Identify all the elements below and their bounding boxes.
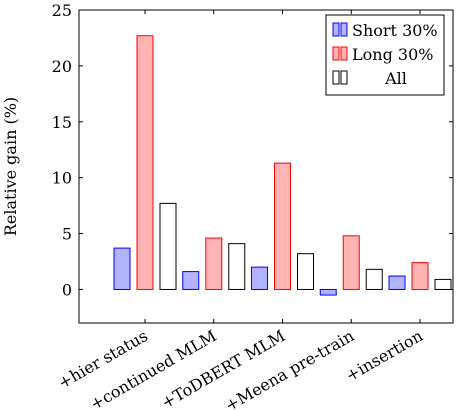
legend-swatch xyxy=(332,22,340,37)
bar xyxy=(205,237,223,290)
legend-label: Long 30% xyxy=(352,45,433,64)
legend-swatch xyxy=(340,46,348,61)
legend: Short 30% Long 30% All xyxy=(325,14,445,96)
y-axis-label: Relative gain (%) xyxy=(1,97,20,236)
bar xyxy=(136,35,154,290)
bar xyxy=(411,262,429,290)
bar xyxy=(182,271,200,290)
legend-swatch xyxy=(340,22,348,37)
y-tick-labels: 0 5 10 15 20 25 xyxy=(52,1,72,299)
legend-swatch xyxy=(332,46,340,61)
x-tick-labels: +hier status+continued MLM+ToDBERT MLM+M… xyxy=(55,326,426,410)
bar xyxy=(365,268,383,290)
legend-label: All xyxy=(384,69,407,88)
x-tick-label: +insertion xyxy=(342,326,426,385)
bar xyxy=(388,275,406,290)
bar xyxy=(251,266,268,290)
legend-swatch xyxy=(340,70,348,85)
bar xyxy=(159,202,177,290)
y-tick-label: 25 xyxy=(52,1,72,20)
bar xyxy=(434,278,452,290)
bar xyxy=(274,162,291,290)
bar xyxy=(297,253,314,290)
bar xyxy=(228,243,246,290)
plot-frame xyxy=(78,9,454,324)
bar xyxy=(342,235,360,290)
y-tick-label: 20 xyxy=(52,57,72,76)
bars xyxy=(113,35,452,296)
y-tick-label: 10 xyxy=(52,169,72,188)
bar xyxy=(319,288,337,296)
y-tick-label: 5 xyxy=(62,225,72,244)
y-tick-label: 15 xyxy=(52,113,72,132)
legend-label: Short 30% xyxy=(352,21,438,40)
legend-swatch xyxy=(332,70,340,85)
bar xyxy=(113,247,131,290)
y-tick-label: 0 xyxy=(62,280,72,299)
